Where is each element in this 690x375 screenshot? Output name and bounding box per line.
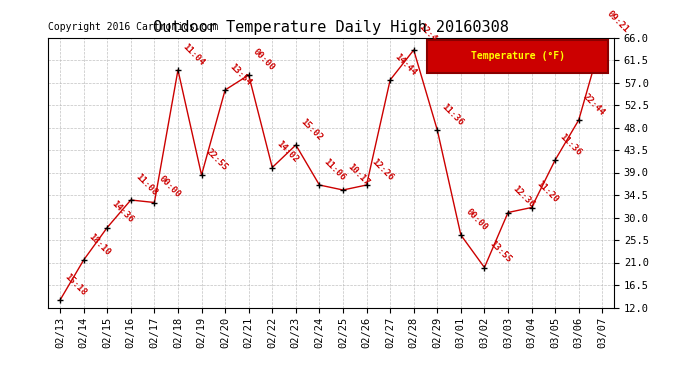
Text: 09:21: 09:21 [605,9,631,35]
Text: 11:20: 11:20 [534,179,560,205]
Text: 13:55: 13:55 [487,239,513,265]
Text: 12:26: 12:26 [369,157,395,182]
Text: 11:36: 11:36 [558,132,583,157]
Title: Outdoor Temperature Daily High 20160308: Outdoor Temperature Daily High 20160308 [153,20,509,35]
Text: 11:36: 11:36 [440,102,466,127]
Text: 15:18: 15:18 [63,272,88,297]
Text: 11:06: 11:06 [322,157,348,182]
Text: 15:02: 15:02 [299,117,324,142]
Text: 10:17: 10:17 [346,162,371,187]
Text: 12:44: 12:44 [417,22,442,47]
Text: 13:54: 13:54 [228,62,253,87]
Text: 00:00: 00:00 [251,47,277,72]
Text: 22:55: 22:55 [204,147,230,172]
Text: 14:36: 14:36 [110,200,135,225]
Text: Copyright 2016 Cartronics.com: Copyright 2016 Cartronics.com [48,22,219,32]
FancyBboxPatch shape [427,40,609,73]
Text: 11:08: 11:08 [134,172,159,197]
Text: Temperature (°F): Temperature (°F) [471,51,565,62]
Text: 14:02: 14:02 [275,140,300,165]
Text: 00:00: 00:00 [464,207,489,232]
Text: 00:00: 00:00 [157,174,183,200]
Text: 14:44: 14:44 [393,52,418,77]
Text: 22:44: 22:44 [582,92,607,117]
Text: 12:36: 12:36 [511,184,536,210]
Text: 18:10: 18:10 [86,232,112,257]
Text: 11:04: 11:04 [181,42,206,67]
